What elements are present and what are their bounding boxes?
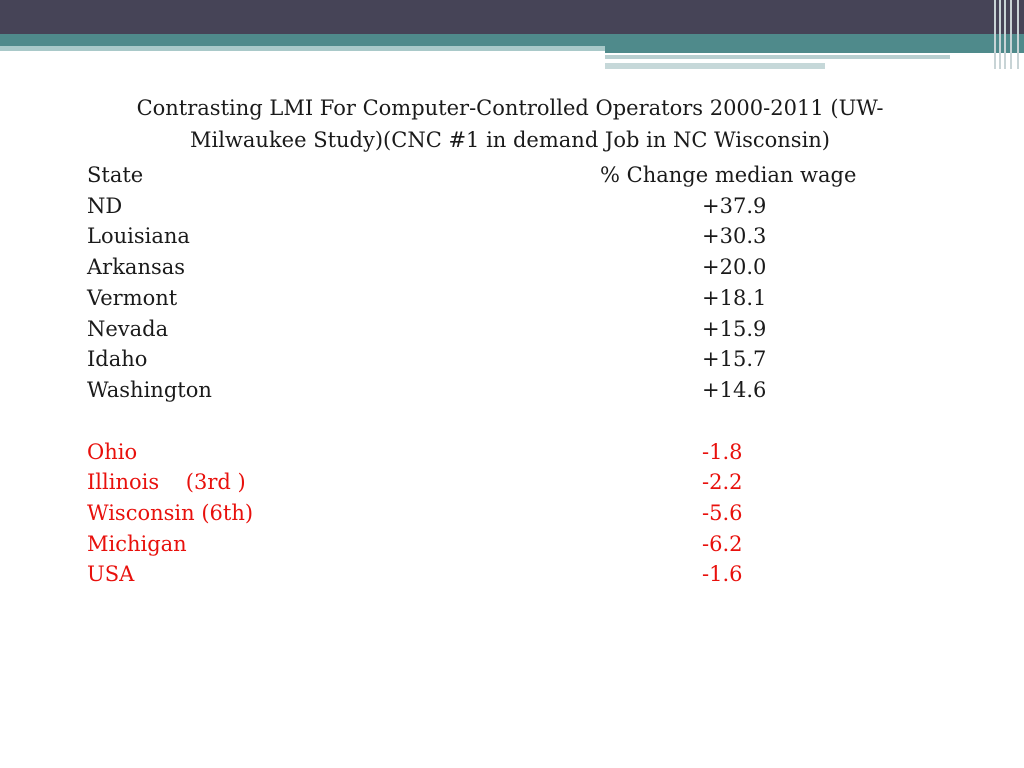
header-light-bar bbox=[0, 46, 605, 51]
state-name: Illinois (3rd ) bbox=[87, 470, 246, 494]
wage-change: +18.1 bbox=[702, 286, 767, 310]
table-row: Vermont +18.1 bbox=[87, 283, 947, 313]
table-row: Louisiana +30.3 bbox=[87, 221, 947, 251]
table-row-negative: USA -1.6 bbox=[87, 559, 947, 589]
table-row: ND +37.9 bbox=[87, 191, 947, 221]
state-name: Arkansas bbox=[87, 255, 186, 279]
wage-change: +15.9 bbox=[702, 317, 767, 341]
wage-change: +15.7 bbox=[702, 347, 767, 371]
wage-change: +20.0 bbox=[702, 255, 767, 279]
table-header-row: State % Change median wage bbox=[87, 160, 947, 190]
table-row: Arkansas +20.0 bbox=[87, 252, 947, 282]
wage-change: +37.9 bbox=[702, 194, 767, 218]
header-accent-bar-1 bbox=[605, 46, 1024, 53]
state-name: Wisconsin (6th) bbox=[87, 501, 254, 525]
state-name: Washington bbox=[87, 378, 212, 402]
state-name: USA bbox=[87, 562, 135, 586]
header-teal-bar bbox=[0, 34, 1024, 46]
header-accent-bar-2 bbox=[605, 55, 950, 59]
change-column-header: % Change median wage bbox=[600, 163, 857, 187]
wage-change: -1.6 bbox=[702, 562, 743, 586]
header-vertical-lines bbox=[990, 0, 1024, 69]
state-name: Ohio bbox=[87, 440, 138, 464]
table-row: Washington +14.6 bbox=[87, 375, 947, 405]
table-row-negative: Wisconsin (6th) -5.6 bbox=[87, 498, 947, 528]
state-name: ND bbox=[87, 194, 123, 218]
table-row: Nevada +15.9 bbox=[87, 314, 947, 344]
state-column-header: State bbox=[87, 163, 144, 187]
header-dark-bar bbox=[0, 0, 1024, 34]
state-name: Nevada bbox=[87, 317, 169, 341]
wage-change: -1.8 bbox=[702, 440, 743, 464]
state-name: Michigan bbox=[87, 532, 187, 556]
wage-change: -2.2 bbox=[702, 470, 743, 494]
slide-title: Contrasting LMI For Computer-Controlled … bbox=[136, 96, 884, 152]
wage-change: +14.6 bbox=[702, 378, 767, 402]
table-row-negative: Michigan -6.2 bbox=[87, 529, 947, 559]
wage-change: -5.6 bbox=[702, 501, 743, 525]
state-name: Idaho bbox=[87, 347, 148, 371]
wage-change: -6.2 bbox=[702, 532, 743, 556]
table-row-negative: Illinois (3rd ) -2.2 bbox=[87, 467, 947, 497]
table-row: Idaho +15.7 bbox=[87, 344, 947, 374]
header-accent-bar-3 bbox=[605, 63, 825, 69]
state-name: Louisiana bbox=[87, 224, 190, 248]
wage-change: +30.3 bbox=[702, 224, 767, 248]
state-name: Vermont bbox=[87, 286, 178, 310]
table-row-negative: Ohio -1.8 bbox=[87, 437, 947, 467]
